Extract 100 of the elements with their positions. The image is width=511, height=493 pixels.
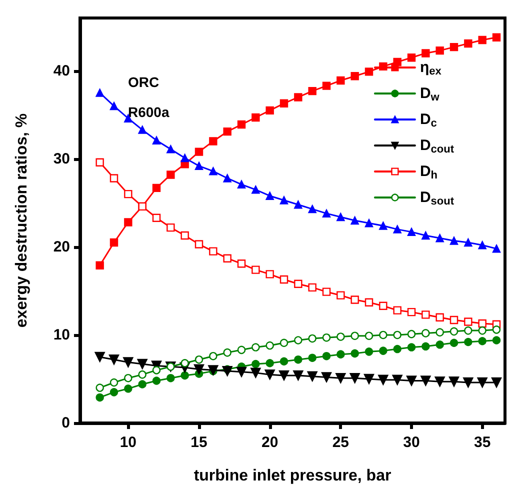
point: [422, 49, 430, 58]
point: [308, 334, 316, 343]
point: [450, 236, 458, 245]
point: [492, 336, 501, 344]
y-tick-label: 40: [53, 62, 70, 80]
point: [379, 330, 388, 340]
point: [280, 196, 288, 204]
point: [422, 310, 430, 319]
point: [237, 180, 246, 188]
point: [478, 326, 486, 335]
annotation: ORC: [128, 74, 160, 90]
point: [478, 337, 486, 346]
point: [108, 354, 120, 365]
point: [252, 113, 260, 122]
point: [280, 275, 288, 284]
point: [96, 88, 104, 97]
point: [194, 356, 204, 364]
point: [393, 344, 402, 354]
point: [464, 326, 472, 335]
point: [123, 357, 134, 368]
point: [280, 338, 288, 347]
point: [464, 318, 472, 326]
point: [336, 76, 345, 85]
point: [237, 120, 246, 129]
point: [364, 332, 374, 340]
point: [138, 126, 146, 134]
point: [223, 348, 232, 357]
point: [266, 192, 274, 200]
point: [407, 308, 416, 316]
point: [450, 338, 458, 347]
point: [137, 358, 148, 370]
point: [166, 374, 175, 382]
point: [152, 214, 161, 222]
point: [393, 225, 402, 234]
y-tick-label: 10: [53, 326, 70, 344]
point: [194, 148, 204, 156]
point: [350, 72, 359, 80]
point: [477, 377, 488, 388]
point: [166, 223, 175, 232]
point: [293, 370, 304, 381]
point: [392, 374, 402, 385]
point: [94, 352, 105, 362]
point: [492, 244, 501, 253]
point: [96, 261, 104, 270]
point: [336, 212, 345, 222]
point: [124, 190, 132, 198]
point: [478, 36, 486, 44]
point: [280, 357, 288, 366]
point: [448, 376, 460, 387]
point: [252, 186, 260, 194]
point: [152, 366, 161, 374]
point: [209, 247, 218, 256]
point: [180, 154, 189, 162]
point: [464, 238, 472, 247]
point: [478, 241, 486, 250]
point: [209, 167, 218, 176]
x-tick-label: 35: [474, 434, 491, 451]
point: [307, 371, 318, 382]
point: [321, 372, 332, 382]
y-tick-label: 0: [62, 414, 70, 432]
point: [450, 327, 458, 336]
point: [336, 350, 345, 358]
point: [294, 356, 302, 364]
point: [420, 376, 431, 386]
point: [152, 136, 161, 144]
point: [407, 228, 416, 236]
point: [350, 296, 359, 304]
point: [223, 254, 232, 262]
point: [280, 99, 288, 108]
point: [209, 352, 218, 360]
x-tick-label: 15: [190, 434, 208, 451]
x-tick-label: 10: [120, 434, 137, 451]
point: [266, 341, 274, 350]
point: [464, 338, 472, 346]
point: [250, 368, 261, 378]
point: [180, 359, 189, 368]
point: [222, 366, 232, 376]
point: [422, 231, 430, 240]
point: [166, 170, 175, 179]
point: [294, 93, 302, 102]
point: [450, 316, 458, 324]
point: [223, 127, 232, 136]
point: [364, 348, 374, 356]
point: [350, 349, 359, 358]
point: [252, 266, 260, 274]
point: [278, 370, 290, 381]
point: [96, 384, 104, 392]
point: [336, 332, 345, 341]
point: [393, 306, 402, 314]
point: [336, 373, 346, 384]
point: [138, 370, 146, 379]
point: [194, 364, 204, 374]
point: [266, 359, 274, 368]
point: [406, 376, 417, 386]
point: [110, 102, 118, 110]
point: [110, 174, 118, 182]
point: [236, 366, 247, 378]
point: [364, 374, 374, 384]
point: [308, 204, 316, 214]
point: [434, 376, 445, 387]
